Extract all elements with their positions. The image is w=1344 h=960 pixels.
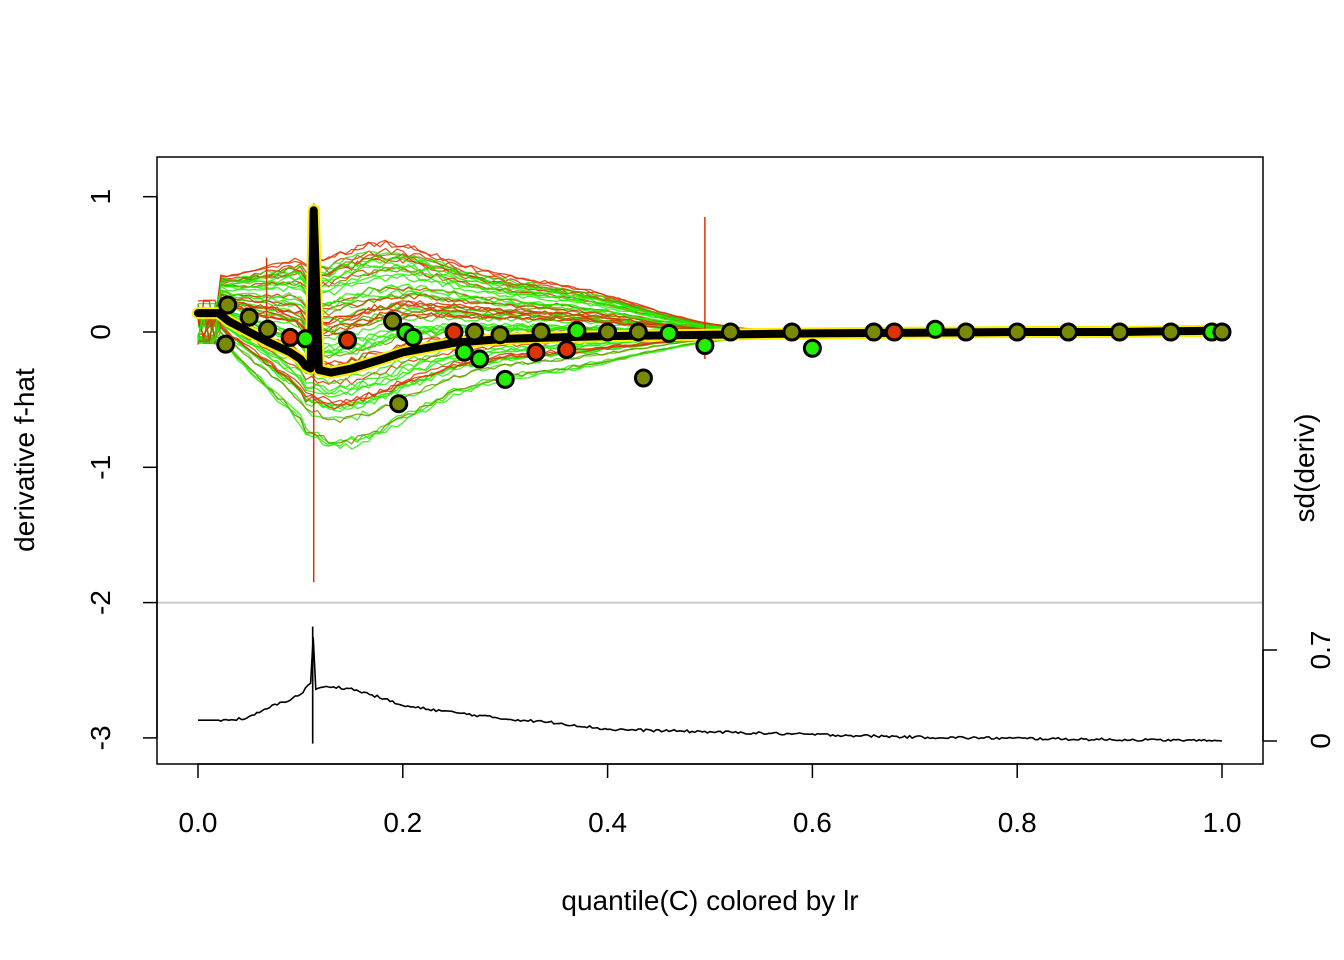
data-point (454, 342, 474, 362)
data-point (567, 321, 587, 341)
data-point (633, 368, 653, 388)
data-point (925, 319, 945, 339)
mean-curve (192, 204, 1228, 379)
x-tick-label: 0.6 (793, 807, 832, 838)
data-point (490, 325, 510, 345)
data-point (956, 322, 976, 342)
data-point (526, 342, 546, 362)
data-point (531, 322, 551, 342)
data-point (598, 322, 618, 342)
data-point (1212, 322, 1232, 342)
data-point (389, 394, 409, 414)
data-point (280, 327, 300, 347)
data-point (557, 340, 577, 360)
data-point (403, 327, 423, 347)
data-point (444, 322, 464, 342)
right-tick-label: 0 (1305, 733, 1336, 749)
right-axis-label: sd(deriv) (1289, 414, 1320, 523)
y-axis-label: derivative f-hat (9, 368, 40, 552)
highlighted-points (216, 295, 1232, 414)
sd-curve (198, 637, 1223, 742)
data-point (216, 334, 236, 354)
data-point (464, 322, 484, 342)
data-point (296, 329, 316, 349)
data-point (1058, 322, 1078, 342)
data-point (495, 369, 515, 389)
data-point (628, 322, 648, 342)
data-point (239, 307, 259, 327)
x-tick-label: 0.4 (588, 807, 627, 838)
data-point (782, 322, 802, 342)
data-point (338, 330, 358, 350)
data-point (258, 319, 278, 339)
data-point (884, 322, 904, 342)
x-tick-label: 0.8 (998, 807, 1037, 838)
x-tick-label: 0.2 (383, 807, 422, 838)
mean-curve-line (194, 206, 1226, 377)
y-tick-label: -2 (85, 590, 116, 615)
y-tick-label: 1 (85, 189, 116, 205)
y-tick-label: 0 (85, 324, 116, 340)
x-tick-label: 1.0 (1203, 807, 1242, 838)
data-point (695, 336, 715, 356)
x-tick-label: 0.0 (179, 807, 218, 838)
data-point (802, 338, 822, 358)
axes: 0.0 0.2 0.4 0.6 0.8 1.0 1 0 -1 -2 -3 0 0.7 (85, 189, 1336, 838)
sd-panel (198, 626, 1223, 744)
data-point (470, 349, 490, 369)
data-point (218, 295, 238, 315)
data-point (659, 323, 679, 343)
data-point (1110, 322, 1130, 342)
x-axis-label: quantile(C) colored by lr (561, 885, 858, 916)
data-point (1007, 322, 1027, 342)
y-tick-label: -3 (85, 725, 116, 750)
right-tick-label: 0.7 (1305, 631, 1336, 670)
data-point (864, 322, 884, 342)
y-tick-label: -1 (85, 455, 116, 480)
data-point (383, 311, 403, 331)
data-point (720, 322, 740, 342)
data-point (1161, 322, 1181, 342)
